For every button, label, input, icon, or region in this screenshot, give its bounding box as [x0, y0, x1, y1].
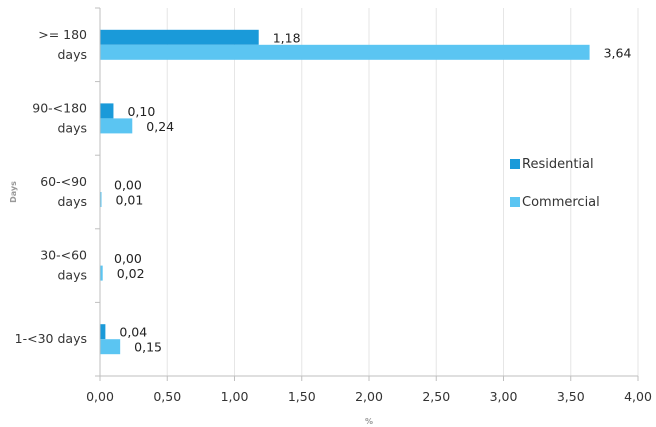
- bar-commercial: [100, 265, 103, 281]
- data-label: 1,18: [273, 30, 301, 45]
- legend-swatch-commercial: [510, 197, 520, 207]
- data-label: 0,10: [127, 104, 155, 119]
- gridlines: [166, 8, 639, 376]
- x-axis-title: %: [365, 417, 373, 426]
- y-category-label: 30-<60 days: [40, 248, 87, 283]
- y-category-label: 60-<90 days: [40, 174, 87, 209]
- y-axis: >= 180 days 90-<180 days 60-<90 days 30-<60 day…: [15, 7, 101, 377]
- data-label: 0,02: [117, 266, 145, 281]
- y-axis-title: Days: [9, 181, 18, 203]
- data-label: 0,04: [119, 325, 147, 340]
- legend-swatch-residential: [510, 159, 520, 169]
- x-tick-label: 0,50: [153, 389, 181, 404]
- x-tick-label: 3,00: [490, 389, 518, 404]
- legend: Residential Commercial: [510, 157, 600, 210]
- x-tick-label: 2,50: [422, 389, 450, 404]
- data-label: 0,00: [114, 178, 142, 193]
- x-axis: 0,00 0,50 1,00 1,50 2,00 2,50 3,00 3,50 4,00: [86, 375, 652, 404]
- x-tick-label: 1,50: [288, 389, 316, 404]
- bar-residential: [100, 29, 259, 45]
- x-tick-label: 2,00: [355, 389, 383, 404]
- legend-label-residential: Residential: [522, 157, 594, 172]
- data-label: 0,01: [116, 193, 144, 208]
- data-label: 0,15: [134, 340, 162, 355]
- bars: [100, 29, 590, 355]
- legend-label-commercial: Commercial: [522, 195, 600, 210]
- x-tick-label: 0,00: [86, 389, 114, 404]
- data-labels: 1,183,640,100,240,000,010,000,020,040,15: [114, 30, 631, 354]
- bar-residential: [100, 324, 106, 340]
- data-label: 3,64: [604, 45, 632, 60]
- data-label: 0,24: [146, 119, 174, 134]
- bar-commercial: [100, 44, 590, 60]
- x-tick-label: 4,00: [624, 389, 652, 404]
- y-category-label: >= 180 days: [38, 27, 87, 62]
- x-tick-label: 3,50: [557, 389, 585, 404]
- x-tick-label: 1,00: [221, 389, 249, 404]
- bar-commercial: [100, 339, 121, 355]
- bar-residential: [100, 103, 114, 119]
- y-category-label: 90-<180 days: [32, 100, 87, 135]
- bar-commercial: [100, 118, 133, 134]
- y-category-label: 1-<30 days: [15, 331, 87, 346]
- data-label: 0,00: [114, 251, 142, 266]
- bar-commercial: [100, 192, 102, 207]
